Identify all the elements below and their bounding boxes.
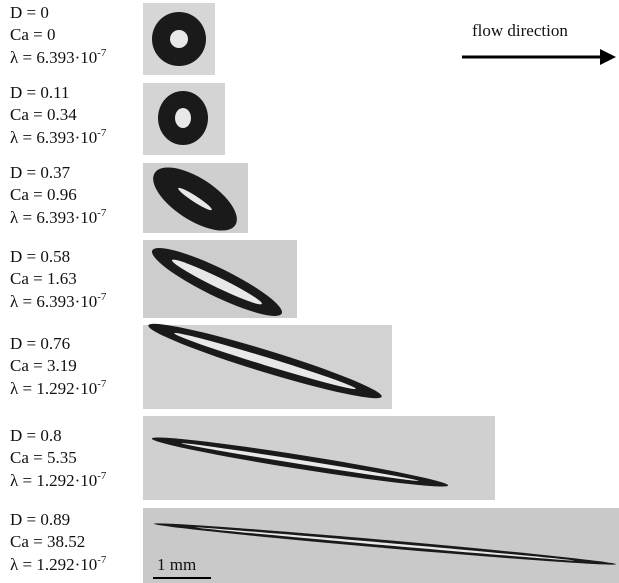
panel: D = 0.76 Ca = 3.19 λ = 1.292·10-7: [10, 315, 392, 409]
ca-label: Ca = 38.52: [10, 532, 85, 551]
lambda-mantissa: λ = 6.393·10: [10, 128, 97, 147]
ca-label: Ca = 3.19: [10, 356, 77, 375]
d-label: D = 0.89: [10, 510, 70, 529]
scale-bar-label: 1 mm: [157, 555, 196, 574]
lambda-exponent: -7: [97, 47, 107, 59]
flow-direction-label: flow direction: [472, 21, 568, 40]
flow-arrow-head: [600, 49, 616, 65]
d-label: D = 0.8: [10, 426, 62, 445]
panel: D = 0.11 Ca = 0.34 λ = 6.393·10-7: [10, 83, 225, 155]
d-label: D = 0.58: [10, 247, 70, 266]
figure: flow direction D = 0Ca = 0λ = 6.393·10-7…: [0, 0, 619, 583]
ca-label: Ca = 0.96: [10, 185, 77, 204]
droplet-core: [170, 30, 188, 48]
d-label: D = 0.11: [10, 83, 69, 102]
lambda-label: λ = 6.393·10-7: [10, 207, 107, 227]
lambda-label: λ = 6.393·10-7: [10, 291, 107, 311]
lambda-mantissa: λ = 6.393·10: [10, 48, 97, 67]
lambda-exponent: -7: [97, 207, 107, 219]
lambda-mantissa: λ = 1.292·10: [10, 471, 97, 490]
d-label: D = 0: [10, 3, 49, 22]
lambda-mantissa: λ = 6.393·10: [10, 208, 97, 227]
lambda-exponent: -7: [97, 470, 107, 482]
lambda-label: λ = 1.292·10-7: [10, 470, 107, 490]
lambda-mantissa: λ = 1.292·10: [10, 379, 97, 398]
panel: D = 0 Ca = 0 λ = 6.393·10-7: [10, 3, 215, 75]
ca-label: Ca = 0: [10, 25, 55, 44]
lambda-mantissa: λ = 1.292·10: [10, 555, 97, 574]
d-label: D = 0.37: [10, 163, 71, 182]
panel: D = 0.58 Ca = 1.63 λ = 6.393·10-7: [10, 238, 297, 326]
droplet-core: [175, 108, 191, 128]
d-label: D = 0.76: [10, 334, 70, 353]
ca-label: Ca = 1.63: [10, 269, 77, 288]
lambda-exponent: -7: [97, 378, 107, 390]
lambda-label: λ = 1.292·10-7: [10, 554, 107, 574]
ca-label: Ca = 5.35: [10, 448, 77, 467]
panel: D = 0.37 Ca = 0.96 λ = 6.393·10-7: [10, 155, 248, 243]
lambda-exponent: -7: [97, 127, 107, 139]
ca-label: Ca = 0.34: [10, 105, 77, 124]
panel: D = 0.89 Ca = 38.52 λ = 1.292·10-7: [10, 508, 619, 583]
lambda-exponent: -7: [97, 554, 107, 566]
lambda-label: λ = 6.393·10-7: [10, 127, 107, 147]
lambda-label: λ = 6.393·10-7: [10, 47, 107, 67]
lambda-mantissa: λ = 6.393·10: [10, 292, 97, 311]
lambda-exponent: -7: [97, 291, 107, 303]
lambda-label: λ = 1.292·10-7: [10, 378, 107, 398]
panel: D = 0.8 Ca = 5.35 λ = 1.292·10-7: [10, 416, 495, 500]
